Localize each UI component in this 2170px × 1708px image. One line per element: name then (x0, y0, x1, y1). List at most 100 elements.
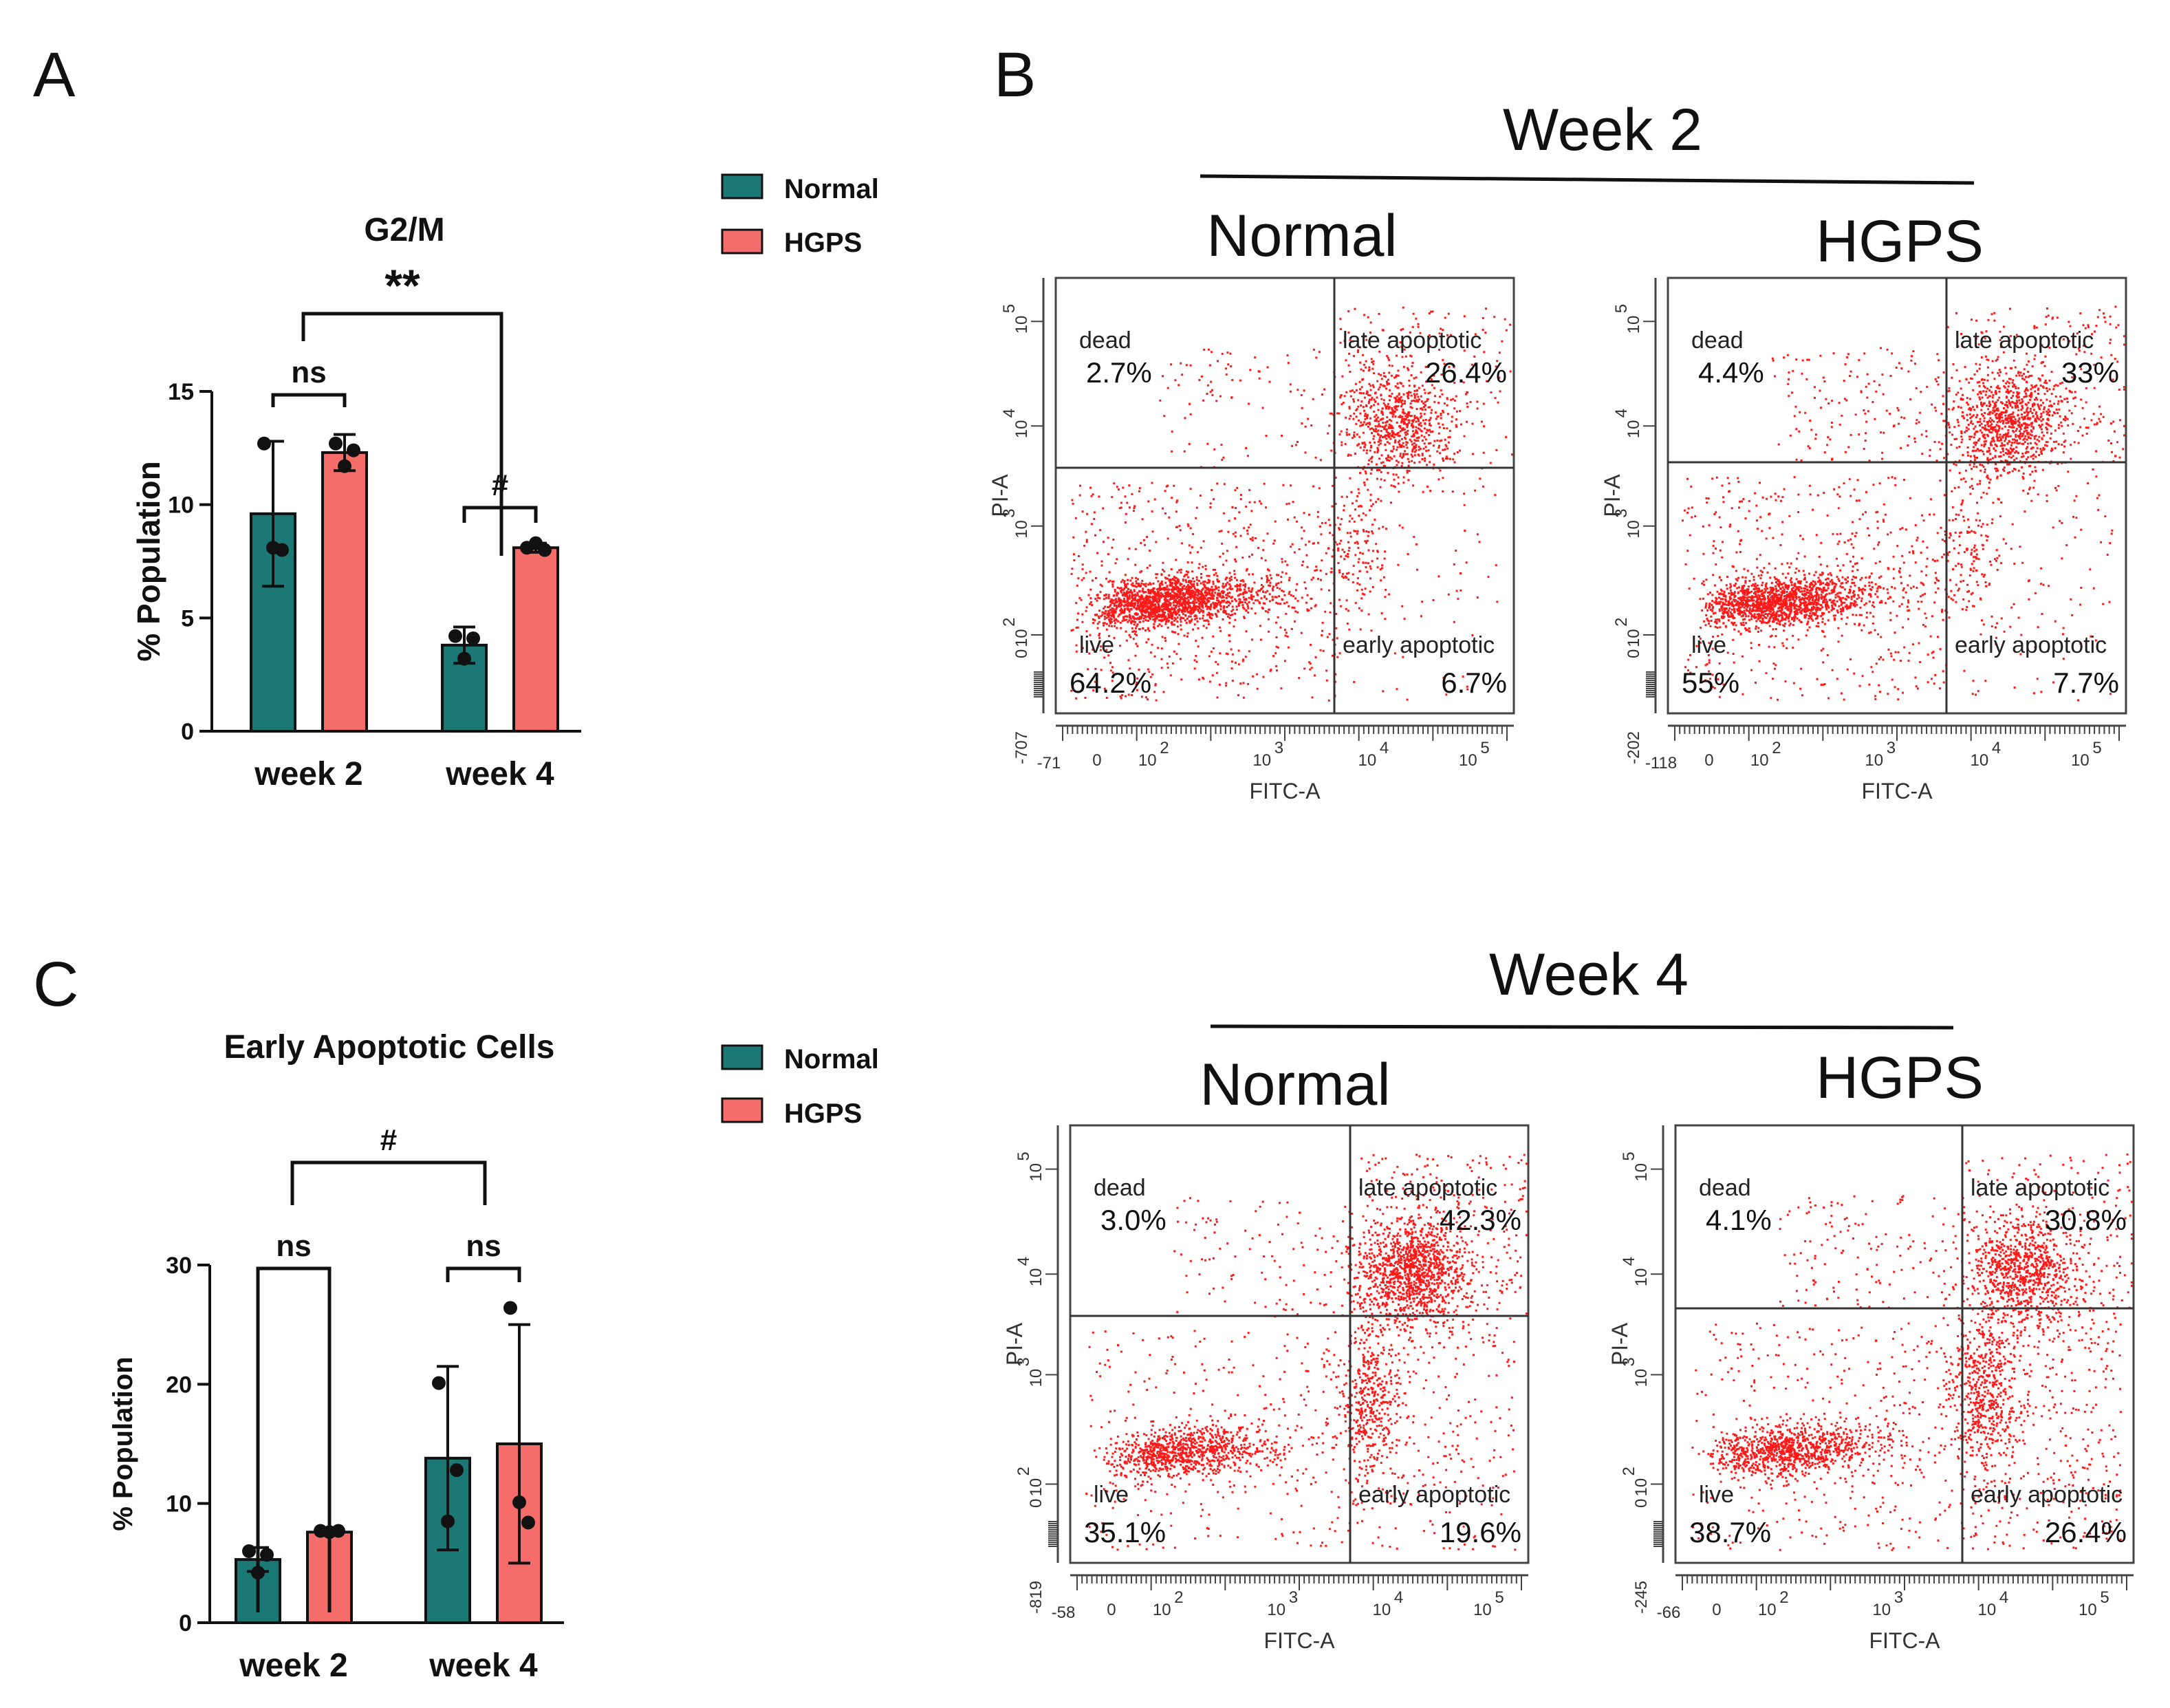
quadrant-pct-dead: 3.0% (1100, 1204, 1167, 1236)
y-tick-exponent: 5 (1015, 1152, 1033, 1160)
y-axis-label: PI-A (1600, 474, 1625, 517)
quadrant-pct-early: 26.4% (2045, 1516, 2127, 1548)
y-tick-exponent: 3 (1000, 508, 1019, 517)
y-tick-label: 10 (1625, 316, 1643, 334)
legend-a-hgps-label: HGPS (784, 228, 862, 258)
y-tick-exponent: 4 (1000, 409, 1019, 418)
flow-events (1691, 1153, 2133, 1551)
x-axis-min-label: -118 (1645, 754, 1677, 772)
x-tick-label: 10 (1758, 1601, 1777, 1619)
panelA-data-point (466, 631, 480, 645)
flow-plot-frame (1054, 277, 1515, 715)
y-axis-min-label: -819 (1027, 1581, 1045, 1614)
panelC-ytick-label: 20 (166, 1372, 192, 1398)
x-axis-label: FITC-A (1861, 779, 1933, 803)
y-axis-min-label: -245 (1632, 1581, 1651, 1614)
week4-normal-header: Normal (1200, 1052, 1390, 1118)
panelC-bracket-across (290, 1160, 487, 1205)
quadrant-label-late: late apoptotic (1358, 1175, 1497, 1201)
quadrant-pct-dead: 4.4% (1698, 356, 1764, 389)
x-tick-label: 10 (2079, 1601, 2097, 1619)
y-tick-label: 10 (1027, 1369, 1045, 1387)
flow-plot-frame (1069, 1124, 1530, 1564)
panelA-data-point (257, 436, 271, 451)
x-tick-exponent: 2 (1160, 739, 1169, 757)
panelA-y-label: % Population (131, 461, 166, 661)
y-axis-label: PI-A (1607, 1322, 1632, 1365)
panelC-data-point (432, 1376, 446, 1390)
panelC-y-label: % Population (108, 1356, 138, 1531)
y-tick-exponent: 5 (1620, 1152, 1638, 1160)
quadrant-pct-dead: 2.7% (1086, 356, 1152, 389)
panelA-ytick-label: 5 (181, 605, 194, 631)
quadrant-label-early: early apoptotic (1955, 632, 2107, 658)
week2-header-rule (1200, 174, 1975, 185)
week2-header: Week 2 (1503, 97, 1702, 163)
y-tick-label: 10 (1632, 1478, 1651, 1497)
panelA-data-point (275, 543, 289, 557)
x-tick-exponent: 5 (2100, 1588, 2109, 1607)
x-tick-label: 10 (1865, 751, 1883, 770)
panelC-data-point (441, 1514, 455, 1528)
quadrant-label-live: live (1094, 1482, 1129, 1508)
legend-a-hgps-swatch (721, 228, 763, 255)
week2-normal-header: Normal (1206, 203, 1397, 269)
panelC-bracket-week2 (256, 1266, 332, 1612)
x-axis-min-label: -58 (1052, 1603, 1076, 1622)
panelC-data-point (521, 1515, 535, 1530)
quadrant-pct-live: 35.1% (1084, 1516, 1166, 1548)
y-tick-label: 10 (1625, 420, 1643, 439)
y-axis-min-label: -707 (1012, 731, 1031, 764)
panel-label-a: A (33, 40, 76, 110)
bar-chart-early-apoptotic: Early Apoptotic Cells 0 10 20 30 % Population… (108, 1029, 564, 1684)
quadrant-pct-live: 64.2% (1070, 667, 1151, 699)
quadrant-pct-live: 38.7% (1689, 1516, 1771, 1548)
x-tick-label: 0 (1712, 1601, 1721, 1619)
panelA-data-point (338, 459, 351, 473)
x-tick-exponent: 5 (1480, 739, 1489, 757)
flow-plot-3: dead 4.1% late apoptotic 30.8% live 38.7% earl… (1607, 1124, 2135, 1653)
y-tick-label: 10 (1632, 1268, 1651, 1287)
x-tick-exponent: 5 (1495, 1588, 1504, 1607)
panelA-bracket-week2 (271, 393, 347, 407)
flow-events (1070, 306, 1513, 702)
y-axis-label: PI-A (988, 474, 1012, 517)
x-axis-label: FITC-A (1263, 1628, 1335, 1653)
panelA-bracket-across-label: ** (384, 260, 420, 311)
quadrant-pct-late: 33% (2061, 356, 2119, 389)
y-tick-label: 10 (1632, 1369, 1651, 1387)
quadrant-label-live: live (1079, 632, 1114, 658)
panelC-data-point (503, 1301, 517, 1315)
quadrant-pct-early: 7.7% (2053, 667, 2119, 699)
x-tick-label: 10 (1153, 1601, 1171, 1619)
panelA-data-point (538, 543, 552, 557)
panelA-ytick-label: 0 (181, 719, 194, 745)
panel-label-c: C (33, 949, 78, 1019)
flow-plot-2: dead 3.0% late apoptotic 42.3% live 35.1% earl… (1002, 1124, 1530, 1653)
quadrant-label-dead: dead (1079, 327, 1131, 354)
x-tick-label: 0 (1107, 1601, 1116, 1619)
quadrant-label-dead: dead (1691, 327, 1744, 354)
x-tick-label: 10 (1473, 1601, 1492, 1619)
x-tick-exponent: 3 (1894, 1588, 1903, 1607)
y-tick-zero: 0 (1632, 1499, 1651, 1508)
panelC-category-label: week 4 (428, 1647, 538, 1684)
quadrant-label-live: live (1699, 1482, 1734, 1508)
x-tick-exponent: 4 (1380, 739, 1389, 757)
y-tick-label: 10 (1012, 420, 1031, 439)
x-tick-label: 10 (2071, 751, 2090, 770)
x-tick-exponent: 4 (1999, 1588, 2008, 1607)
y-tick-exponent: 2 (1620, 1467, 1638, 1475)
quadrant-label-dead: dead (1094, 1175, 1146, 1201)
x-tick-label: 10 (1459, 751, 1477, 770)
x-tick-exponent: 4 (1992, 739, 2001, 757)
x-tick-exponent: 3 (1887, 739, 1896, 757)
x-axis-min-label: -71 (1037, 754, 1061, 772)
x-axis-min-label: -66 (1657, 1603, 1681, 1622)
x-axis-label: FITC-A (1869, 1628, 1940, 1653)
panelC-bracket-week2-label: ns (276, 1229, 311, 1263)
panelA-data-point (448, 629, 462, 643)
quadrant-pct-late: 26.4% (1425, 356, 1507, 389)
